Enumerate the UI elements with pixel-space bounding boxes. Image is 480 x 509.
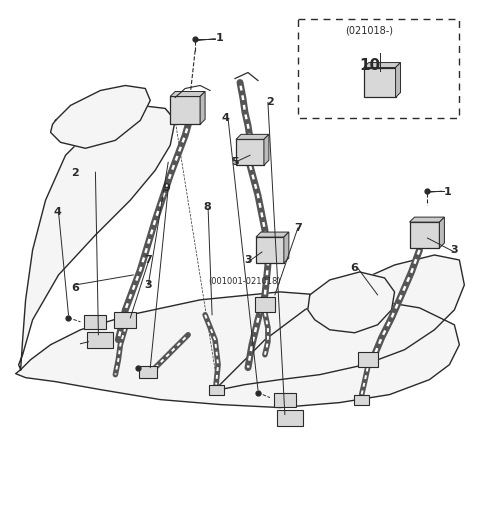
Text: 2: 2 xyxy=(266,97,274,107)
Polygon shape xyxy=(255,297,275,313)
Polygon shape xyxy=(354,394,369,405)
Polygon shape xyxy=(396,63,400,97)
Text: 3: 3 xyxy=(244,255,252,265)
Text: 9: 9 xyxy=(162,183,170,193)
Polygon shape xyxy=(87,332,113,348)
Polygon shape xyxy=(84,315,107,329)
Polygon shape xyxy=(277,410,303,426)
Text: 6: 6 xyxy=(351,263,359,273)
Text: (001001-021018): (001001-021018) xyxy=(209,277,281,287)
Text: 5: 5 xyxy=(231,157,239,167)
Text: (021018-): (021018-) xyxy=(346,25,394,36)
Polygon shape xyxy=(170,92,205,97)
Polygon shape xyxy=(274,392,296,407)
Text: 4: 4 xyxy=(221,114,229,123)
Polygon shape xyxy=(139,365,157,378)
Polygon shape xyxy=(364,63,400,68)
Polygon shape xyxy=(19,105,175,370)
Polygon shape xyxy=(170,97,200,124)
Polygon shape xyxy=(236,134,269,139)
Polygon shape xyxy=(284,232,289,263)
Polygon shape xyxy=(215,255,464,389)
Polygon shape xyxy=(209,385,224,394)
Polygon shape xyxy=(308,272,395,333)
Polygon shape xyxy=(256,237,284,263)
Polygon shape xyxy=(439,217,444,248)
Text: 7: 7 xyxy=(144,255,152,265)
Text: 10: 10 xyxy=(359,58,380,73)
Text: 1: 1 xyxy=(216,33,224,43)
Polygon shape xyxy=(358,352,378,367)
Polygon shape xyxy=(364,68,396,97)
Polygon shape xyxy=(256,232,289,237)
Polygon shape xyxy=(200,92,205,124)
Text: 1: 1 xyxy=(444,187,451,197)
Text: 6: 6 xyxy=(72,283,79,293)
Polygon shape xyxy=(236,139,264,165)
Text: 8: 8 xyxy=(203,202,211,212)
Polygon shape xyxy=(16,292,459,408)
Polygon shape xyxy=(264,134,269,165)
Polygon shape xyxy=(50,86,150,148)
Polygon shape xyxy=(409,217,444,222)
Text: 2: 2 xyxy=(72,168,79,178)
Text: 3: 3 xyxy=(451,245,458,255)
Text: 7: 7 xyxy=(294,223,302,233)
Text: 4: 4 xyxy=(54,207,61,217)
Polygon shape xyxy=(409,222,439,248)
Polygon shape xyxy=(114,312,136,328)
Text: 3: 3 xyxy=(144,280,152,290)
